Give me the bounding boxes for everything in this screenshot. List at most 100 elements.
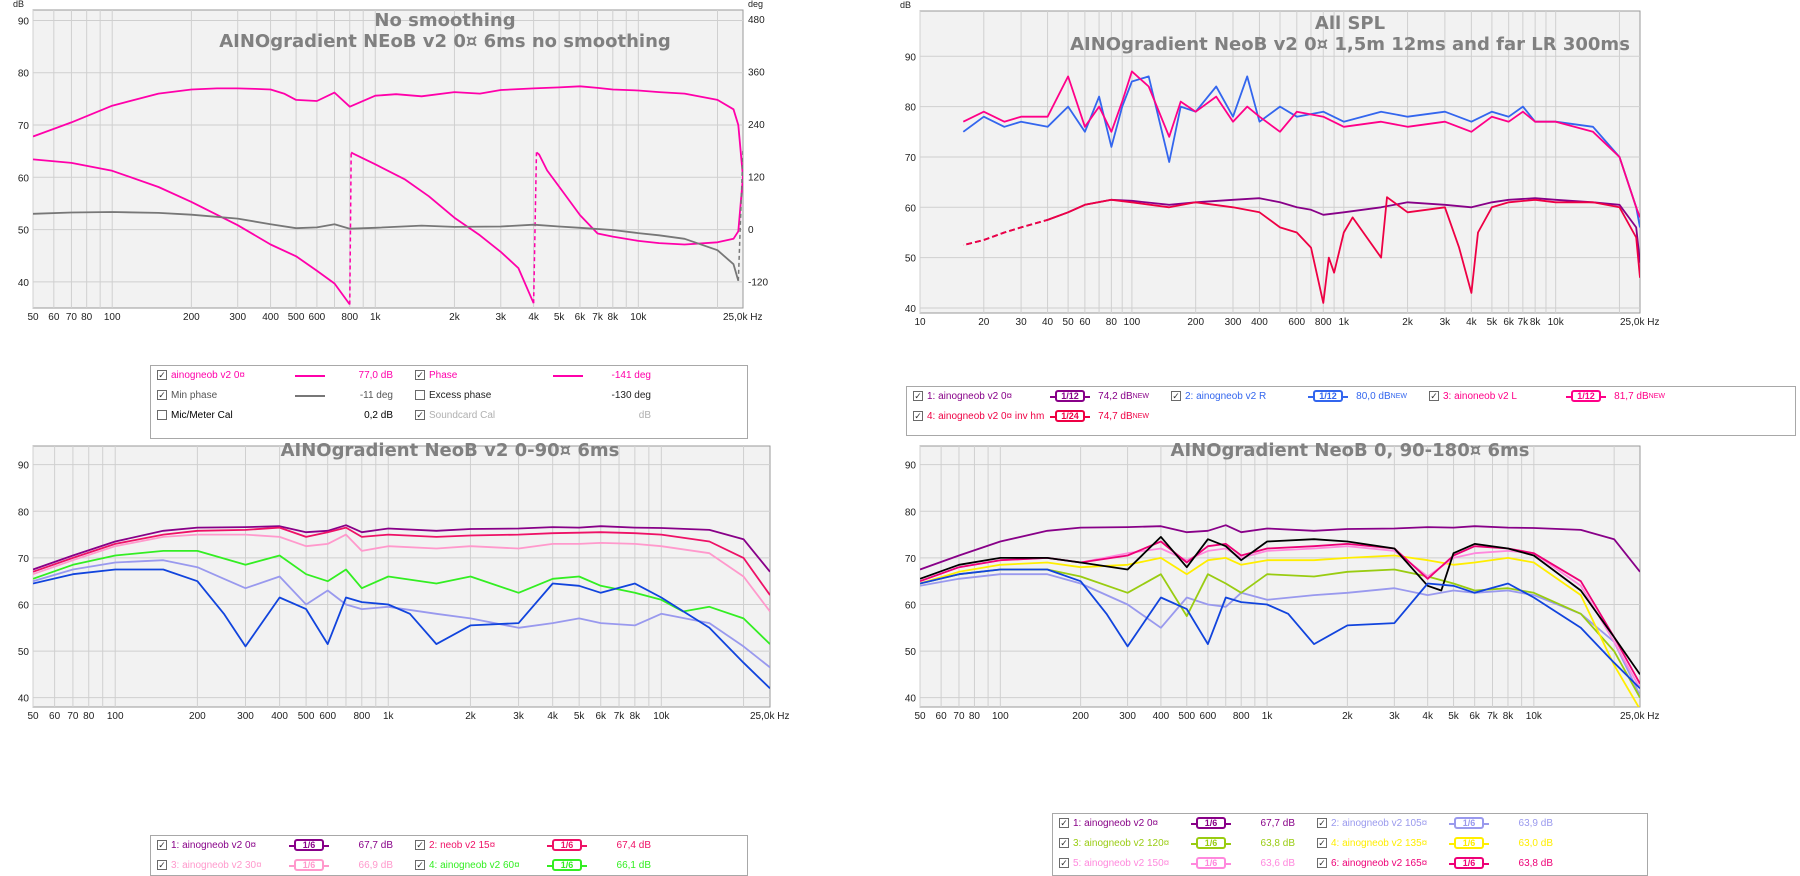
x-tick-label: 4k: [547, 711, 559, 722]
legend-entry[interactable]: 6: ainogneob v2 165¤ 1/6 63,8 dB: [1317, 856, 1571, 872]
legend-value: 67,4 dB: [616, 840, 651, 851]
legend-entry[interactable]: 2: ainogneob v2 105¤ 1/6 63,9 dB: [1317, 816, 1571, 832]
smoothing-badge[interactable]: 1/6: [1191, 857, 1231, 869]
smoothing-badge[interactable]: 1/12: [1566, 390, 1606, 402]
legend-checkbox[interactable]: [1317, 818, 1327, 828]
x-tick-label: 50: [1063, 317, 1075, 328]
legend-label: Mic/Meter Cal: [171, 410, 233, 421]
y-tick-label: 40: [18, 694, 30, 705]
smoothing-badge[interactable]: 1/6: [1191, 817, 1231, 829]
y-tick-label: 90: [905, 52, 917, 63]
series-3-ainogneob-v2-120-: [920, 568, 1640, 699]
legend-entry[interactable]: 5: ainogneob v2 150¤ 1/6 63,6 dB: [1059, 856, 1313, 872]
legend-checkbox[interactable]: [415, 410, 425, 420]
legend-checkbox[interactable]: [157, 370, 167, 380]
legend-entry[interactable]: 3: ainoneob v2 L 1/12 81,7 dBNEW: [1429, 389, 1683, 405]
legend-entry[interactable]: Excess phase -130 deg: [415, 388, 669, 404]
smoothing-badge[interactable]: 1/12: [1308, 390, 1348, 402]
smoothing-badge[interactable]: 1/6: [1449, 817, 1489, 829]
legend-checkbox[interactable]: [157, 390, 167, 400]
y-unit-label: dB: [13, 0, 24, 9]
smoothing-badge[interactable]: 1/24: [1050, 410, 1090, 422]
legend-checkbox[interactable]: [415, 860, 425, 870]
legend-entry[interactable]: 2: ainogneob v2 R 1/12 80,0 dBNEW: [1171, 389, 1425, 405]
legend-checkbox[interactable]: [415, 840, 425, 850]
legend-entry[interactable]: 3: ainogneob v2 120¤ 1/6 63,8 dB: [1059, 836, 1313, 852]
plot-area: [919, 445, 1641, 708]
smoothing-badge[interactable]: 1/6: [547, 859, 587, 871]
smoothing-badge[interactable]: 1/6: [547, 839, 587, 851]
legend-value: 66,1 dB: [616, 860, 651, 871]
legend-checkbox[interactable]: [157, 410, 167, 420]
series-3-ainogneob-v2-30-: [33, 533, 770, 613]
x-tick-label: 100: [992, 711, 1009, 722]
x-tick-label: 50: [914, 711, 926, 722]
x-tick-label: 200: [1072, 711, 1089, 722]
legend-entry[interactable]: 4: ainogneob v2 60¤ 1/6 66,1 dB: [415, 858, 669, 874]
x-tick-label: 8k: [1503, 711, 1515, 722]
x-tick-label: 2k: [1342, 711, 1354, 722]
x-tick-label: 60: [1079, 317, 1091, 328]
legend-checkbox[interactable]: [913, 391, 923, 401]
smoothing-badge[interactable]: 1/6: [1449, 837, 1489, 849]
series-1-ainogneob-v2-0-: [33, 524, 770, 573]
legend-label: 2: ainogneob v2 105¤: [1331, 818, 1428, 829]
y2-tick-label: 240: [748, 120, 765, 131]
plot-area: [32, 9, 744, 309]
x-tick-label: 3k: [495, 312, 507, 323]
legend-checkbox[interactable]: [1171, 391, 1181, 401]
chart-svg: 10 20 30 40 50 60 80 100 200 300 400 600 800 1k 2k 3k 4k…: [900, 0, 1659, 328]
x-tick-label: 1k: [1339, 317, 1351, 328]
legend-checkbox[interactable]: [1317, 858, 1327, 868]
smoothing-badge[interactable]: 1/6: [289, 839, 329, 851]
legend-entry[interactable]: 2: neob v2 15¤ 1/6 67,4 dB: [415, 838, 669, 854]
legend-entry[interactable]: Mic/Meter Cal 0,2 dB: [157, 408, 411, 424]
legend-value: 74,7 dBNEW: [1098, 411, 1149, 422]
legend-checkbox[interactable]: [913, 411, 923, 421]
legend-checkbox[interactable]: [1429, 391, 1439, 401]
series-line: [963, 196, 1640, 304]
smoothing-badge[interactable]: 1/6: [289, 859, 329, 871]
series-line: [920, 568, 1640, 699]
legend-entry[interactable]: 1: ainogneob v2 0¤ 1/6 67,7 dB: [1059, 816, 1313, 832]
x-tick-label: 600: [309, 312, 326, 323]
chart-svg: 50 60 70 80 100 200 300 400 500 600 800 1k 2k 3k 4k 5k 6…: [18, 445, 789, 722]
legend-entry[interactable]: Soundcard Cal dB: [415, 408, 669, 424]
legend-checkbox[interactable]: [415, 370, 425, 380]
legend-checkbox[interactable]: [157, 840, 167, 850]
smoothing-badge[interactable]: 1/12: [1050, 390, 1090, 402]
smoothing-badge[interactable]: 1/6: [1191, 837, 1231, 849]
legend-label: 1: ainogneob v2 0¤: [927, 391, 1013, 402]
x-tick-label: 600: [319, 711, 336, 722]
smoothing-badge[interactable]: 1/6: [1449, 857, 1489, 869]
x-tick-label: 80: [81, 312, 93, 323]
legend-checkbox[interactable]: [415, 390, 425, 400]
legend-checkbox[interactable]: [1059, 858, 1069, 868]
legend-entry[interactable]: Phase -141 deg: [415, 368, 669, 384]
x-tick-label: 7k: [1518, 317, 1530, 328]
legend-checkbox[interactable]: [1059, 838, 1069, 848]
series-line: [33, 211, 740, 282]
legend-entry[interactable]: ainogneob v2 0¤ 77,0 dB: [157, 368, 411, 384]
phase-wrap-line: [737, 150, 743, 281]
y-tick-label: 90: [18, 16, 30, 27]
series-line: [33, 524, 770, 573]
x-tick-label: 6k: [575, 312, 587, 323]
legend-entry[interactable]: 3: ainogneob v2 30¤ 1/6 66,9 dB: [157, 858, 411, 874]
x-tick-label: 2k: [1402, 317, 1414, 328]
legend-checkbox[interactable]: [1059, 818, 1069, 828]
x-tick-label: 3k: [1440, 317, 1452, 328]
legend-checkbox[interactable]: [1317, 838, 1327, 848]
x-tick-label: 800: [353, 711, 370, 722]
legend-entry[interactable]: 1: ainogneob v2 0¤ 1/6 67,7 dB: [157, 838, 411, 854]
legend-checkbox[interactable]: [157, 860, 167, 870]
legend-entry[interactable]: 4: ainogneob v2 0¤ inv hm 1/24 74,7 dBNEW: [913, 409, 1167, 425]
legend-entry[interactable]: Min phase -11 deg: [157, 388, 411, 404]
legend-entry[interactable]: 1: ainogneob v2 0¤ 1/12 74,2 dBNEW: [913, 389, 1167, 405]
x-tick-label: 600: [1200, 711, 1217, 722]
series-2-neob-v2-15-: [33, 526, 770, 596]
x-tick-label: 70: [66, 312, 78, 323]
legend-entry[interactable]: 4: ainogneob v2 135¤ 1/6 63,0 dB: [1317, 836, 1571, 852]
legend-value: -141 deg: [611, 370, 651, 381]
legend-label: 3: ainogneob v2 120¤: [1073, 838, 1170, 849]
